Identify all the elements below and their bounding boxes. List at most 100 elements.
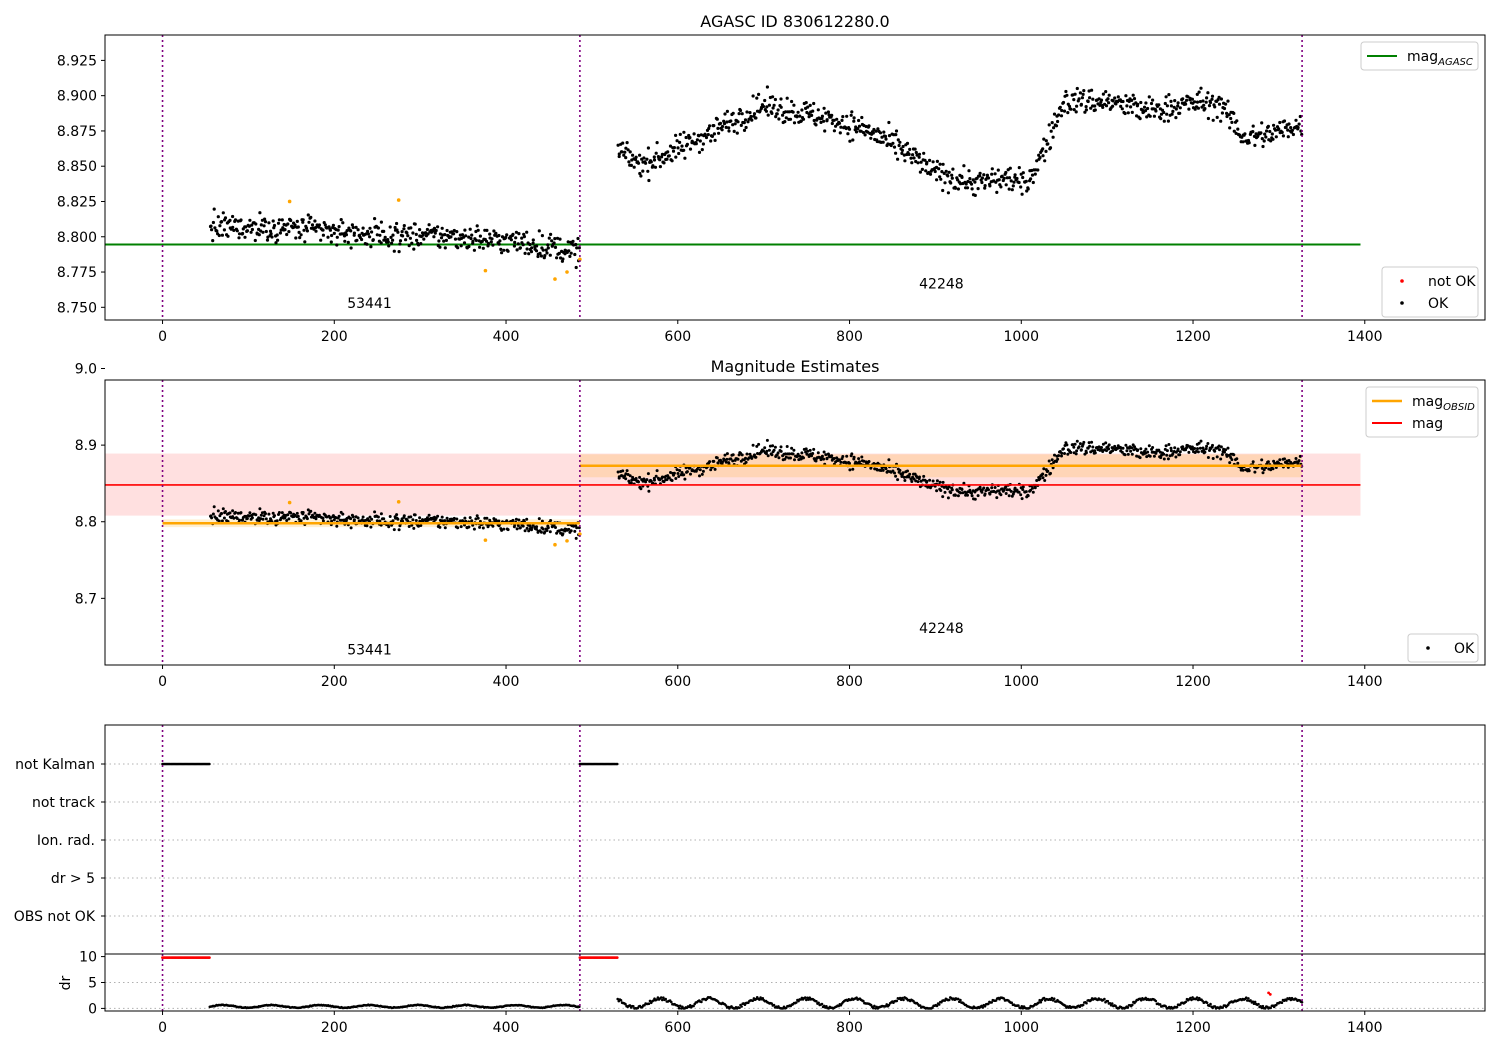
ok-point bbox=[1236, 127, 1240, 131]
ok-point bbox=[791, 110, 795, 114]
ok-point bbox=[750, 118, 754, 122]
ok-point bbox=[574, 242, 578, 247]
ok-point bbox=[680, 471, 684, 474]
ok-point bbox=[1031, 180, 1035, 185]
ok-point bbox=[956, 494, 960, 498]
ok-point bbox=[213, 226, 217, 230]
ok-point bbox=[349, 246, 353, 250]
ok-point bbox=[971, 178, 975, 182]
ok-point bbox=[415, 238, 419, 242]
ok-point bbox=[299, 519, 303, 523]
ok-point bbox=[680, 144, 684, 148]
ok-point bbox=[1174, 116, 1178, 120]
ok-point bbox=[234, 511, 237, 514]
ok-point bbox=[1078, 91, 1082, 95]
dr-point bbox=[887, 1003, 891, 1007]
x-tick-label: 800 bbox=[836, 674, 863, 690]
ok-point bbox=[1062, 109, 1067, 113]
ok-point bbox=[502, 248, 506, 252]
ok-point bbox=[835, 117, 839, 121]
ok-point bbox=[909, 156, 913, 160]
ok-point bbox=[755, 444, 759, 448]
ok-point bbox=[464, 234, 468, 238]
dr-point bbox=[1158, 1003, 1162, 1006]
ok-point bbox=[210, 516, 214, 520]
ok-point bbox=[1138, 117, 1142, 121]
ok-point bbox=[245, 517, 249, 520]
ok-point bbox=[1041, 154, 1045, 158]
dr-point bbox=[700, 1000, 703, 1004]
ok-point bbox=[321, 233, 325, 237]
ok-point bbox=[757, 442, 761, 446]
ok-point bbox=[1228, 126, 1232, 130]
ok-point bbox=[682, 148, 686, 152]
ok-point bbox=[1280, 130, 1284, 134]
legend-label: mag bbox=[1412, 416, 1443, 432]
ok-point bbox=[645, 157, 649, 161]
y-axis-label: dr bbox=[58, 975, 74, 990]
ok-point bbox=[889, 143, 893, 148]
ok-point bbox=[1084, 451, 1088, 455]
dr-point bbox=[990, 1001, 993, 1004]
ok-point bbox=[543, 530, 547, 534]
ok-point bbox=[1063, 452, 1066, 455]
ok-point bbox=[636, 161, 641, 165]
x-axis: 0 200 400 600 800 1000 1200 1400 bbox=[158, 665, 1383, 690]
ok-point bbox=[1005, 488, 1009, 492]
ok-point bbox=[892, 145, 897, 149]
ok-point bbox=[937, 167, 941, 171]
ok-point bbox=[1217, 444, 1221, 448]
ok-point bbox=[283, 228, 287, 232]
ok-point bbox=[969, 182, 974, 186]
ok-point bbox=[498, 239, 502, 243]
ok-point bbox=[985, 173, 990, 177]
ok-point bbox=[1232, 453, 1236, 457]
ok-point bbox=[211, 220, 215, 225]
ok-point bbox=[491, 524, 495, 528]
flag-category-label: dr > 5 bbox=[51, 871, 95, 887]
ok-point bbox=[700, 148, 704, 152]
ok-point bbox=[1167, 93, 1171, 97]
ok-point bbox=[900, 151, 904, 155]
ok-point bbox=[1173, 99, 1177, 103]
ok-point bbox=[980, 490, 984, 494]
ok-point bbox=[742, 128, 747, 132]
flagged-point bbox=[396, 198, 401, 202]
dr-point bbox=[1190, 998, 1193, 1002]
ok-point bbox=[217, 233, 221, 238]
ok-point bbox=[1230, 458, 1234, 462]
ok-point bbox=[811, 109, 815, 113]
ok-point bbox=[863, 133, 867, 137]
ok-point bbox=[678, 140, 682, 144]
ok-point bbox=[670, 159, 674, 163]
ok-point bbox=[725, 457, 729, 461]
ok-point bbox=[387, 525, 391, 529]
ok-point bbox=[823, 129, 827, 133]
plot-frame bbox=[104, 34, 1486, 321]
ok-point bbox=[349, 229, 353, 233]
ok-point bbox=[953, 186, 958, 190]
ok-point bbox=[275, 519, 279, 523]
ok-point bbox=[1269, 139, 1273, 143]
dr-point bbox=[676, 1004, 680, 1008]
ok-point bbox=[1041, 147, 1045, 151]
ok-point bbox=[773, 445, 777, 449]
ok-point bbox=[917, 155, 921, 159]
dr-point bbox=[1249, 999, 1252, 1002]
ok-point bbox=[798, 454, 802, 458]
ok-point bbox=[647, 178, 651, 183]
ok-point bbox=[1100, 446, 1103, 449]
ok-point bbox=[736, 457, 740, 461]
ok-point bbox=[1077, 445, 1081, 449]
ok-point bbox=[1026, 494, 1030, 498]
dr-point bbox=[751, 999, 754, 1002]
ok-point bbox=[735, 131, 739, 135]
ok-point bbox=[1193, 107, 1197, 111]
ok-point bbox=[277, 511, 281, 514]
ok-point bbox=[254, 513, 258, 517]
ok-point bbox=[349, 526, 353, 530]
ok-point bbox=[490, 237, 494, 241]
ok-point bbox=[776, 451, 780, 455]
ok-point bbox=[824, 111, 828, 115]
ok-point bbox=[1169, 99, 1173, 103]
